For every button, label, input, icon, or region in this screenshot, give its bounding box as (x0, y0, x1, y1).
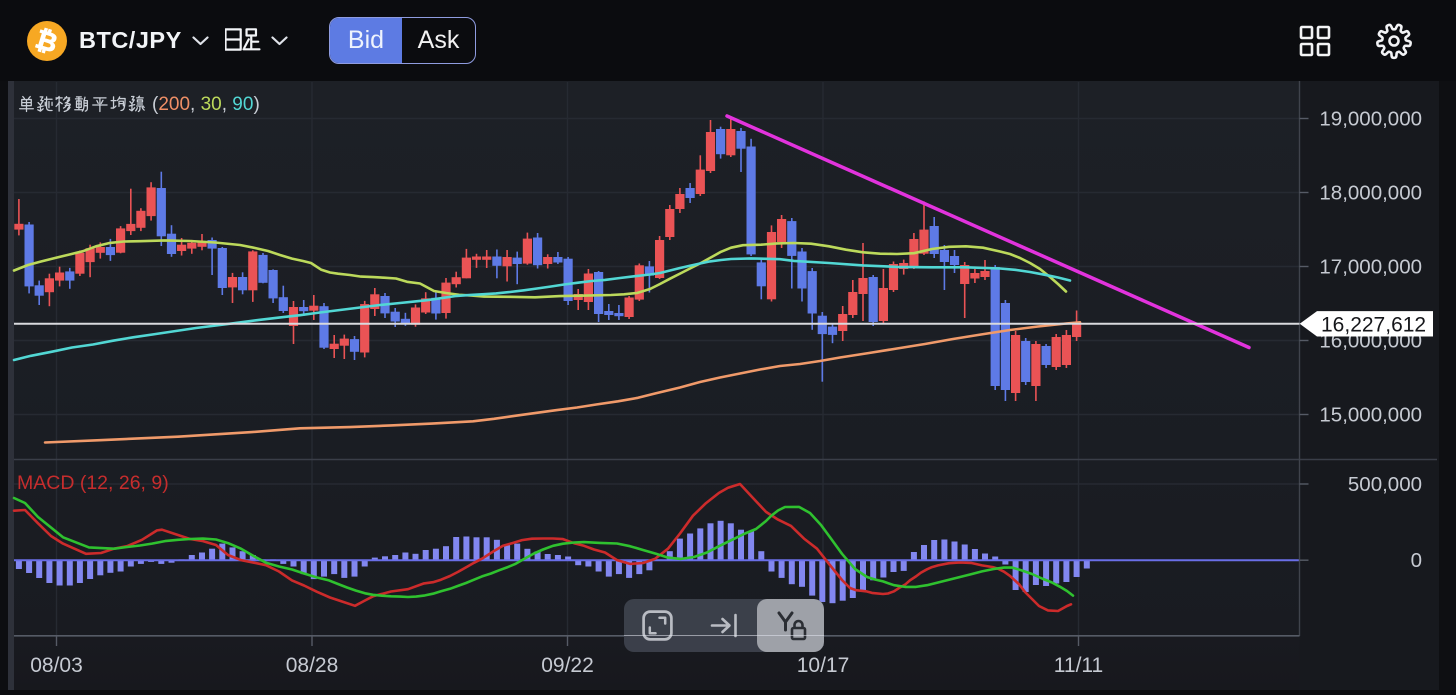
svg-text:08/03: 08/03 (30, 654, 83, 677)
svg-text:15,000,000: 15,000,000 (1319, 404, 1422, 427)
svg-text:MACD (12, 26, 9): MACD (12, 26, 9) (17, 472, 169, 494)
svg-text:09/22: 09/22 (541, 654, 594, 677)
svg-text:19,000,000: 19,000,000 (1319, 108, 1422, 131)
svg-text:08/28: 08/28 (286, 654, 339, 677)
svg-text:0: 0 (1411, 549, 1422, 572)
svg-text:500,000: 500,000 (1348, 473, 1422, 496)
svg-text:(200, 30, 90): (200, 30, 90) (152, 94, 260, 115)
svg-text:16,227,612: 16,227,612 (1321, 313, 1426, 336)
svg-text:17,000,000: 17,000,000 (1319, 256, 1422, 279)
svg-text:10/17: 10/17 (797, 654, 850, 677)
svg-text:11/11: 11/11 (1054, 654, 1103, 677)
svg-text:18,000,000: 18,000,000 (1319, 182, 1422, 205)
